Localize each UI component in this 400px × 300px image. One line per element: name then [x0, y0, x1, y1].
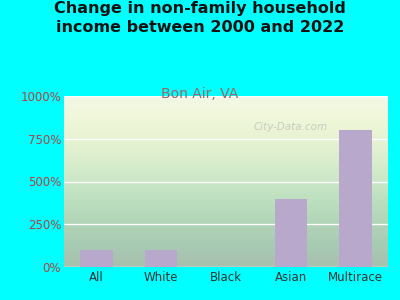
Text: Change in non-family household
income between 2000 and 2022: Change in non-family household income be…: [54, 2, 346, 35]
Bar: [80, 250, 113, 267]
Bar: [145, 250, 178, 267]
Bar: [339, 130, 372, 267]
Bar: [275, 199, 307, 267]
Text: Bon Air, VA: Bon Air, VA: [161, 87, 239, 101]
Text: City-Data.com: City-Data.com: [254, 122, 328, 132]
